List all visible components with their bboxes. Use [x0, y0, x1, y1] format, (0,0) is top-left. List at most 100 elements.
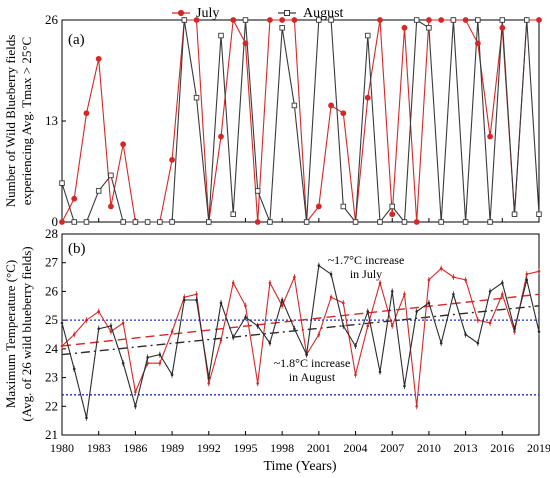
- data-point-august: [254, 188, 261, 194]
- data-point-july: [462, 17, 469, 23]
- data-point-august: [329, 272, 333, 276]
- data-point-august: [403, 384, 406, 388]
- data-point-july: [340, 110, 347, 117]
- data-point-august: [158, 353, 162, 356]
- data-point-july: [169, 156, 175, 163]
- data-point-august: [83, 219, 90, 225]
- data-point-july: [315, 203, 322, 210]
- data-point-august: [438, 219, 444, 225]
- data-point-july: [293, 275, 296, 279]
- data-point-august: [378, 370, 382, 374]
- data-point-august: [487, 219, 493, 225]
- data-point-august: [218, 32, 224, 39]
- data-point-july: [536, 17, 542, 23]
- data-point-july: [501, 293, 504, 296]
- data-point-july: [438, 17, 445, 23]
- data-point-august: [85, 416, 88, 420]
- data-point-july: [415, 404, 418, 408]
- data-point-july: [413, 219, 420, 225]
- panel-a-label: (a): [68, 32, 85, 48]
- data-point-august: [256, 324, 259, 328]
- data-point-july: [499, 24, 506, 31]
- data-point-august: [501, 281, 504, 285]
- data-point-july: [218, 133, 224, 140]
- x-tick-label: 2001: [307, 441, 331, 455]
- annotation-july-line2: in July: [350, 267, 382, 281]
- series-line-august: [61, 19, 540, 224]
- data-point-july: [170, 330, 174, 333]
- panel-b-y-tick-label: 24: [45, 341, 59, 356]
- panel-b-x-ticks: 1980 1983 1986 1989 1992 1995 1998 2001 2004 2007…: [50, 431, 550, 455]
- x-tick-label: 1992: [197, 441, 221, 455]
- data-point-august: [134, 404, 137, 408]
- data-point-august: [193, 94, 200, 101]
- x-tick-label: 1995: [233, 441, 257, 455]
- data-point-august: [316, 17, 322, 23]
- data-point-august: [268, 341, 272, 345]
- data-point-july: [401, 24, 408, 31]
- x-tick-label: 1983: [87, 441, 111, 455]
- data-point-july: [120, 141, 127, 148]
- data-point-july: [377, 17, 383, 23]
- data-point-july: [476, 318, 480, 322]
- data-point-july: [279, 17, 286, 23]
- panel-a-ylabel-line2: experiencing Avg. Tmax > 25°C: [19, 37, 34, 205]
- data-point-july: [366, 324, 370, 328]
- data-point-august: [389, 203, 395, 210]
- series-line-august: [61, 264, 540, 418]
- data-point-july: [193, 17, 200, 23]
- data-point-august: [475, 17, 481, 23]
- data-point-august: [207, 376, 211, 379]
- data-point-august: [401, 219, 408, 225]
- data-point-august: [59, 180, 65, 186]
- data-point-july: [267, 17, 273, 23]
- x-tick-label: 1986: [123, 441, 147, 455]
- data-point-july: [59, 219, 65, 225]
- data-point-august: [219, 301, 223, 305]
- data-point-july: [342, 301, 345, 305]
- data-point-august: [169, 219, 175, 225]
- data-point-august: [95, 188, 102, 194]
- data-point-july: [378, 281, 382, 285]
- data-point-july: [390, 324, 394, 328]
- x-tick-label: 2007: [380, 441, 404, 455]
- panel-a-y-ticks: 0 13 26: [45, 12, 540, 229]
- data-point-august: [511, 211, 518, 217]
- data-point-july: [474, 40, 481, 47]
- annotation-august-line1: ~1.8°C increase: [274, 356, 351, 370]
- data-point-august: [244, 315, 247, 319]
- data-point-july: [242, 40, 249, 47]
- data-point-august: [390, 290, 394, 293]
- data-point-july: [439, 267, 443, 270]
- x-tick-label: 2004: [344, 441, 368, 455]
- data-point-july: [487, 133, 493, 140]
- data-point-july: [525, 272, 529, 276]
- panel-b-y-tick-label: 21: [45, 427, 58, 442]
- data-point-july: [85, 318, 88, 322]
- data-point-august: [170, 373, 174, 377]
- data-point-july: [121, 321, 125, 325]
- legend-july-marker: [177, 9, 185, 17]
- data-point-august: [144, 219, 151, 225]
- data-point-july: [146, 361, 149, 365]
- data-point-july: [464, 278, 467, 282]
- data-point-august: [513, 327, 516, 331]
- data-point-july: [488, 321, 492, 325]
- x-tick-label: 2013: [454, 441, 478, 455]
- data-point-july: [207, 382, 211, 385]
- x-tick-label: 2016: [490, 441, 514, 455]
- legend-august-label: August: [303, 6, 344, 21]
- panel-b-y-tick-label: 27: [45, 255, 59, 270]
- data-point-august: [146, 356, 149, 359]
- data-point-august: [499, 17, 506, 23]
- data-point-july: [317, 333, 321, 336]
- data-point-august: [525, 278, 529, 282]
- x-tick-label: 2010: [417, 441, 441, 455]
- data-point-august: [524, 17, 530, 23]
- data-point-august: [206, 219, 212, 225]
- annotation-july: ~1.7°C increase in July: [328, 253, 405, 281]
- data-point-august: [280, 298, 284, 302]
- panel-b-series: [60, 262, 541, 421]
- data-point-august: [279, 25, 285, 31]
